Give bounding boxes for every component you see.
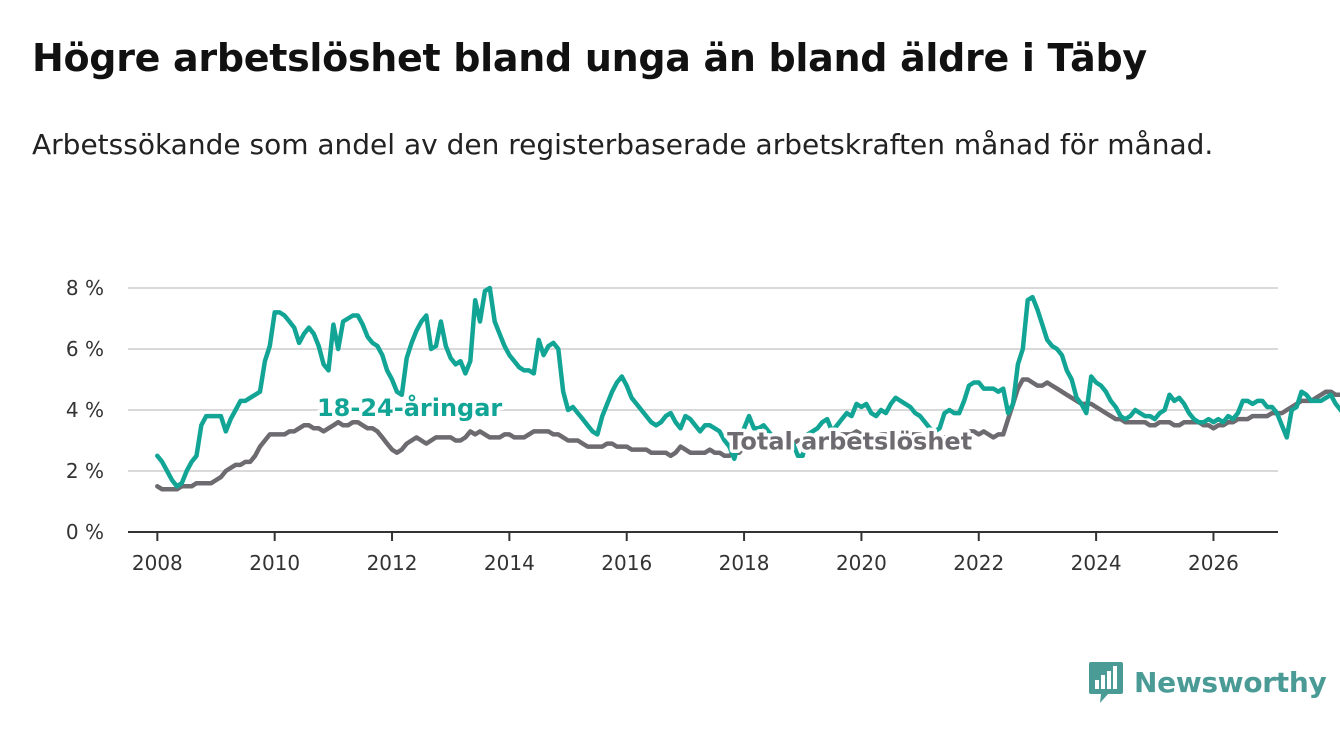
series-lines [155, 285, 1340, 492]
x-tick-label: 2022 [953, 551, 1004, 575]
chart-title: Högre arbetslöshet bland unga än bland ä… [32, 36, 1147, 80]
series-labels: 18-24-åringar Total arbetslöshet [313, 390, 975, 460]
x-tick-label: 2020 [836, 551, 887, 575]
y-tick-label: 8 % [66, 276, 104, 300]
y-axis-tick-labels: 0 % 2 % 4 % 6 % 8 % [66, 276, 104, 544]
newsworthy-chart-bubble-icon [1089, 662, 1123, 703]
y-tick-label: 6 % [66, 337, 104, 361]
newsworthy-logo: Newsworthy [1088, 660, 1327, 704]
series-line-youth [155, 285, 1340, 489]
x-tick-label: 2026 [1188, 551, 1239, 575]
chart-subtitle: Arbetssökande som andel av den registerb… [32, 128, 1214, 161]
brand-name: Newsworthy [1134, 665, 1327, 699]
x-tick-label: 2008 [132, 551, 183, 575]
grid-lines [128, 287, 1278, 472]
y-tick-label: 4 % [66, 398, 104, 422]
x-tick-label: 2016 [601, 551, 652, 575]
x-tick-label: 2018 [719, 551, 770, 575]
y-tick-label: 0 % [66, 520, 104, 544]
x-tick-label: 2010 [249, 551, 300, 575]
x-axis: 2008 2010 2012 2014 2016 2018 2020 2022 2024 2026 [128, 531, 1278, 575]
x-tick-label: 2012 [367, 551, 418, 575]
line-chart: 0 % 2 % 4 % 6 % 8 % 2008 2010 2012 2014 2016 2018… [66, 276, 1340, 575]
y-tick-label: 2 % [66, 459, 104, 483]
series-label-youth: 18-24-åringar [317, 393, 502, 422]
x-tick-label: 2014 [484, 551, 535, 575]
series-label-total: Total arbetslöshet [727, 428, 972, 456]
x-tick-label: 2024 [1071, 551, 1122, 575]
